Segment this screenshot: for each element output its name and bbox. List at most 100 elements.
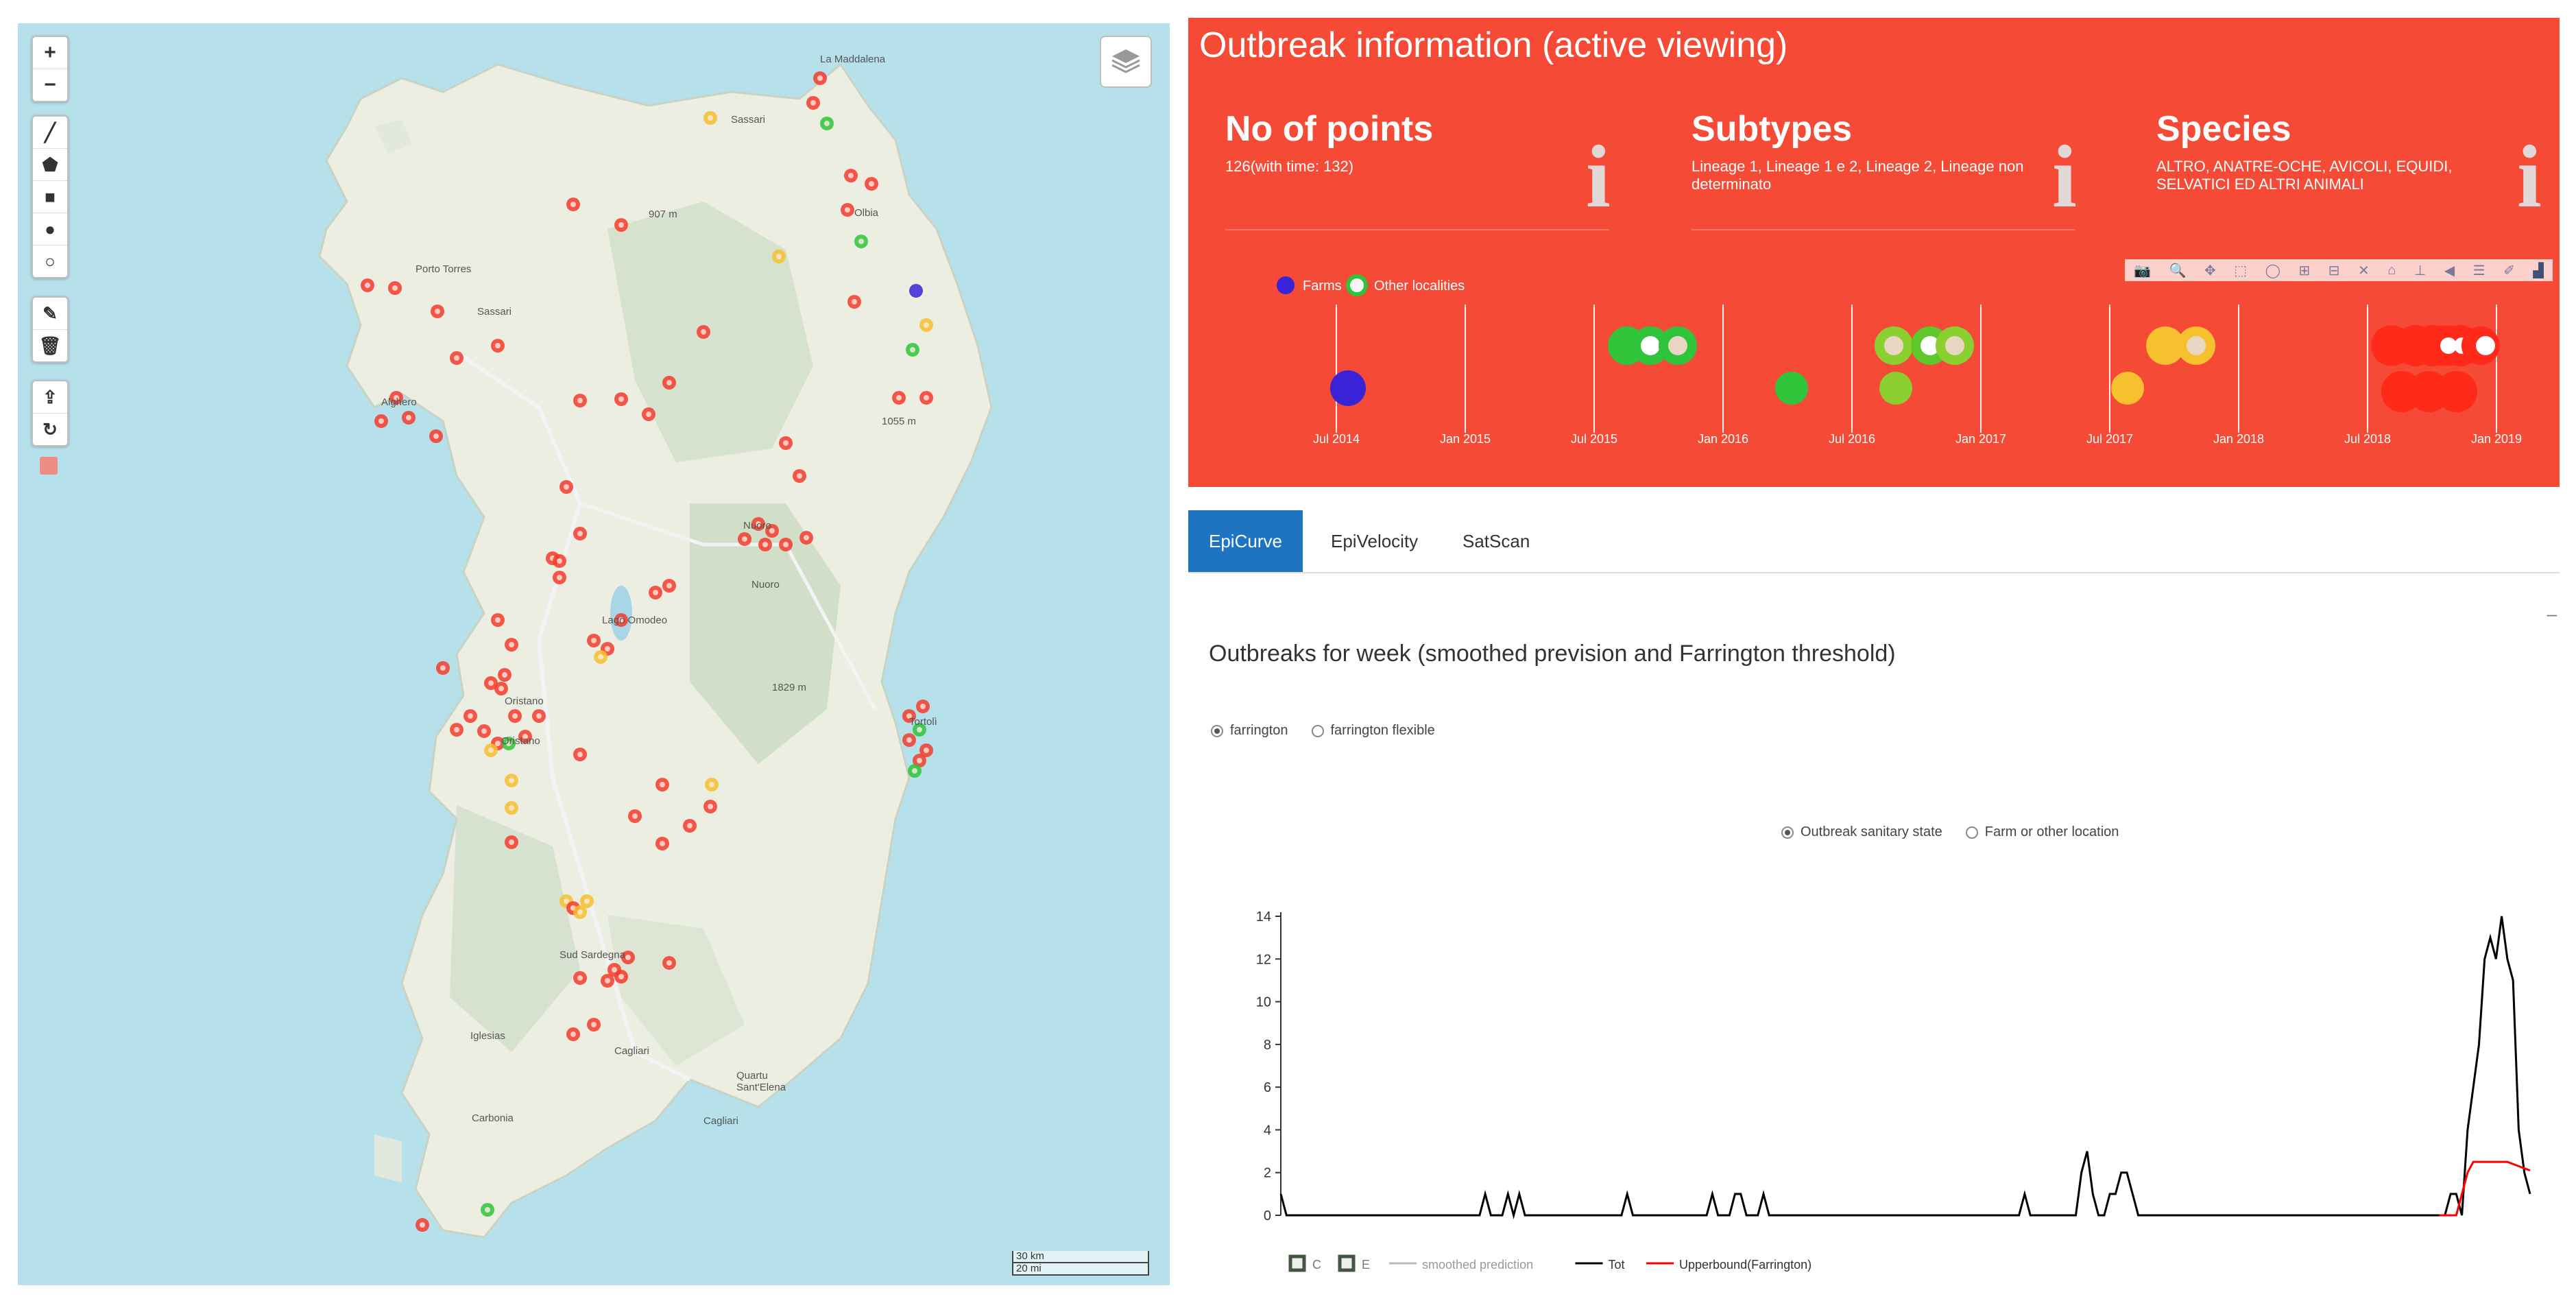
timeline-tick-label: Jul 2017 xyxy=(2086,432,2133,446)
outbreak-marker-core xyxy=(852,299,857,305)
tab-epivelocity[interactable]: EpiVelocity xyxy=(1331,531,1419,551)
home-icon[interactable]: ⌂ xyxy=(2387,262,2396,278)
plotly-logo-icon[interactable]: ▟ xyxy=(2533,263,2544,278)
y-tick-label: 0 xyxy=(1264,1208,1271,1224)
outbreak-marker-core xyxy=(536,713,542,719)
info-icon: i xyxy=(1585,128,1611,226)
style-swatch-icon[interactable] xyxy=(40,457,58,475)
timeline-chart[interactable]: Farms Other localities Jul 2014 Jan 2015 J… xyxy=(1188,18,2560,487)
place-label: Nuoro xyxy=(743,520,771,532)
outbreak-marker-core xyxy=(709,782,714,787)
outbreak-marker-core xyxy=(912,768,917,774)
legend-box-marker xyxy=(1338,1254,1356,1272)
outbreak-marker-core xyxy=(509,805,514,811)
group-radio-group: Outbreak sanitary state Farm or other lo… xyxy=(1781,824,2119,840)
outbreak-marker-core xyxy=(598,654,603,660)
polyline-icon[interactable]: ╱ xyxy=(33,117,67,149)
pan-icon[interactable]: ✥ xyxy=(2204,263,2216,278)
zoom-icon[interactable]: 🔍 xyxy=(2169,263,2187,278)
place-label: Cagliari xyxy=(614,1045,649,1057)
info-icon: i xyxy=(2516,128,2542,226)
epicurve-axes: 0 2 4 6 8 10 12 14 xyxy=(1256,909,1281,1224)
outbreak-marker-core xyxy=(584,898,590,904)
outbreak-marker-core xyxy=(906,737,912,743)
outbreak-marker-core xyxy=(378,418,384,424)
plot-modebar: 📷 🔍 ✥ ⬚ ◯ ⊞ ⊟ ✕ ⌂ ⊥ ◀ ☰ ✐ ▟ xyxy=(2125,259,2553,281)
layers-button[interactable] xyxy=(1100,36,1152,88)
outbreak-marker-core xyxy=(485,1207,490,1213)
camera-icon[interactable]: 📷 xyxy=(2134,263,2152,278)
outbreak-marker-core xyxy=(924,322,929,328)
outbreak-marker-core xyxy=(797,473,802,479)
spike-icon[interactable]: ⊥ xyxy=(2414,263,2427,278)
zoom-out-icon[interactable]: ⊟ xyxy=(2328,263,2340,278)
tab-epicurve[interactable]: EpiCurve xyxy=(1188,510,1303,572)
outbreak-marker-core xyxy=(646,412,651,417)
radio-farrington[interactable] xyxy=(1211,724,1223,737)
radio-label: Outbreak sanitary state xyxy=(1801,824,1942,839)
timeline-marker xyxy=(2187,336,2206,355)
farms-legend-label: Farms xyxy=(1303,278,1342,294)
rectangle-icon[interactable]: ■ xyxy=(33,181,67,213)
place-label: Porto Torres xyxy=(416,263,472,275)
radio-farm-location[interactable] xyxy=(1965,826,1978,839)
outbreak-marker-core xyxy=(495,617,501,623)
outbreak-marker-core xyxy=(498,686,504,691)
outbreak-marker-core xyxy=(495,741,501,746)
outbreak-marker-core xyxy=(570,202,576,207)
lasso-icon[interactable]: ◯ xyxy=(2265,263,2281,278)
hover-compare-icon[interactable]: ☰ xyxy=(2472,263,2485,278)
edit-plot-icon[interactable]: ✐ xyxy=(2503,263,2515,278)
legend-label: Tot xyxy=(1609,1258,1625,1272)
outbreak-marker-core xyxy=(509,778,514,783)
circle-icon[interactable]: ● xyxy=(33,213,67,246)
outbreak-marker-core xyxy=(454,355,459,361)
tab-satscan[interactable]: SatScan xyxy=(1462,531,1530,551)
timeline-marker xyxy=(1879,372,1912,405)
box-select-icon[interactable]: ⬚ xyxy=(2234,263,2248,278)
place-label: Tortolì xyxy=(909,716,937,728)
outbreak-marker-core xyxy=(817,75,823,81)
timeline-marker xyxy=(2440,337,2457,354)
epicurve-title: Outbreaks for week (smoothed prevision a… xyxy=(1209,641,1896,667)
zoom-out-button[interactable]: − xyxy=(44,73,56,96)
outbreak-marker-core xyxy=(924,748,929,753)
hover-closest-icon[interactable]: ◀ xyxy=(2444,263,2455,278)
outbreak-marker-core xyxy=(577,975,583,981)
other-legend-label: Other localities xyxy=(1374,278,1465,294)
outbreak-marker-core xyxy=(660,841,665,846)
map-canvas[interactable] xyxy=(18,23,1170,1285)
outbreak-marker-core xyxy=(848,173,854,178)
refresh-icon[interactable]: ↻ xyxy=(43,418,58,440)
outbreak-marker-core xyxy=(783,440,789,446)
series-line-tot xyxy=(1279,916,2531,1219)
edit-icon[interactable]: ✎ xyxy=(33,298,67,330)
place-label: 1055 m xyxy=(882,416,917,427)
polygon-icon[interactable]: ⬟ xyxy=(33,149,67,181)
misc-toolbar: ⇪ ↻ xyxy=(32,380,69,446)
timeline-tick-label: Jul 2014 xyxy=(1313,432,1360,446)
place-label: Iglesias xyxy=(470,1030,505,1042)
info-title: Outbreak information (active viewing) xyxy=(1199,25,1788,65)
mountain-shading-2 xyxy=(690,503,841,764)
outbreak-marker-core xyxy=(365,283,370,288)
outbreak-marker-core xyxy=(488,748,494,753)
zoom-in-button[interactable]: + xyxy=(33,37,67,69)
outbreak-marker-core xyxy=(618,222,624,228)
upload-icon[interactable]: ⇪ xyxy=(33,381,67,414)
autoscale-icon[interactable]: ✕ xyxy=(2358,263,2370,278)
legend-label: Upperbound(Farrington) xyxy=(1679,1258,1811,1272)
trash-icon[interactable]: 🗑 xyxy=(38,335,62,356)
road-main xyxy=(455,350,691,1082)
circlemarker-icon[interactable]: ○ xyxy=(45,250,56,272)
subtypes-value: Lineage 1, Lineage 1 e 2, Lineage 2, Lin… xyxy=(1692,158,2024,193)
radio-outbreak-state[interactable] xyxy=(1781,826,1794,839)
timeline-tick-label: Jul 2015 xyxy=(1571,432,1617,446)
radio-label: Farm or other location xyxy=(1984,824,2119,839)
place-label: Cagliari xyxy=(703,1115,738,1127)
radio-farrington-flexible[interactable] xyxy=(1311,724,1324,737)
zoom-in-icon[interactable]: ⊞ xyxy=(2298,263,2311,278)
collapse-button[interactable]: – xyxy=(2547,604,2557,624)
outbreak-map[interactable]: La Maddalena Sassari Porto Torres Sassar… xyxy=(18,23,1170,1285)
zoom-control: + − xyxy=(32,36,69,102)
